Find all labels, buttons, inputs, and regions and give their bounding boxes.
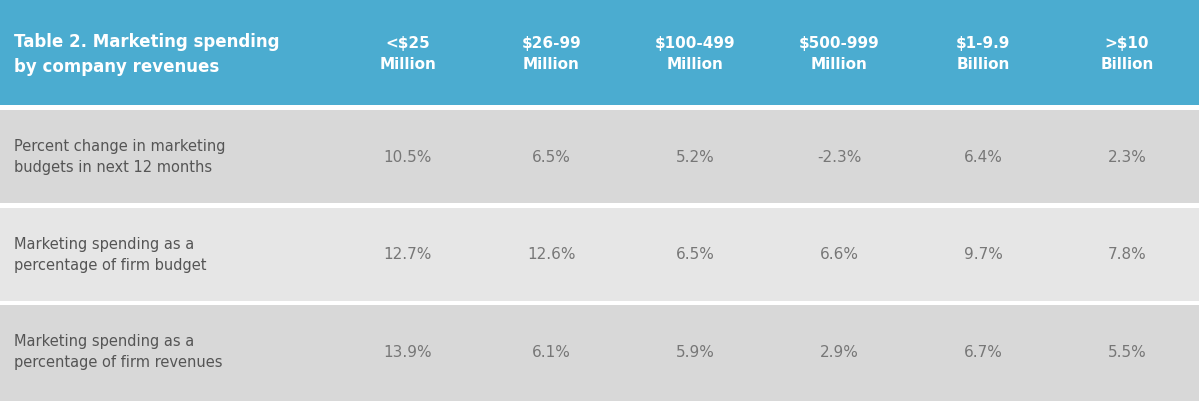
Text: 6.5%: 6.5% — [676, 247, 715, 262]
FancyBboxPatch shape — [0, 105, 1199, 110]
Text: 10.5%: 10.5% — [384, 150, 432, 164]
Text: 5.2%: 5.2% — [676, 150, 715, 164]
Text: 5.9%: 5.9% — [676, 345, 715, 360]
Text: Marketing spending as a
percentage of firm revenues: Marketing spending as a percentage of fi… — [14, 334, 223, 370]
FancyBboxPatch shape — [0, 304, 1199, 401]
Text: 12.7%: 12.7% — [384, 247, 432, 262]
Text: 6.7%: 6.7% — [964, 345, 1002, 360]
Text: 5.5%: 5.5% — [1108, 345, 1146, 360]
FancyBboxPatch shape — [0, 108, 1199, 206]
Text: 9.7%: 9.7% — [964, 247, 1002, 262]
Text: >$10
Billion: >$10 Billion — [1101, 36, 1153, 72]
Text: 6.6%: 6.6% — [820, 247, 858, 262]
Text: 6.4%: 6.4% — [964, 150, 1002, 164]
FancyBboxPatch shape — [0, 301, 1199, 306]
Text: 12.6%: 12.6% — [528, 247, 576, 262]
Text: 2.3%: 2.3% — [1108, 150, 1146, 164]
FancyBboxPatch shape — [0, 206, 1199, 304]
Text: 2.9%: 2.9% — [820, 345, 858, 360]
Text: $26-99
Million: $26-99 Million — [522, 36, 582, 72]
Text: Marketing spending as a
percentage of firm budget: Marketing spending as a percentage of fi… — [14, 237, 207, 273]
Text: 6.1%: 6.1% — [532, 345, 571, 360]
Text: $500-999
Million: $500-999 Million — [799, 36, 880, 72]
Text: 6.5%: 6.5% — [532, 150, 571, 164]
Text: 7.8%: 7.8% — [1108, 247, 1146, 262]
FancyBboxPatch shape — [0, 0, 1199, 108]
Text: <$25
Million: <$25 Million — [379, 36, 436, 72]
Text: $100-499
Million: $100-499 Million — [655, 36, 736, 72]
Text: $1-9.9
Billion: $1-9.9 Billion — [956, 36, 1011, 72]
Text: -2.3%: -2.3% — [817, 150, 862, 164]
Text: 13.9%: 13.9% — [384, 345, 432, 360]
Text: Percent change in marketing
budgets in next 12 months: Percent change in marketing budgets in n… — [14, 139, 225, 175]
Text: Table 2. Marketing spending
by company revenues: Table 2. Marketing spending by company r… — [14, 32, 279, 76]
FancyBboxPatch shape — [0, 203, 1199, 208]
